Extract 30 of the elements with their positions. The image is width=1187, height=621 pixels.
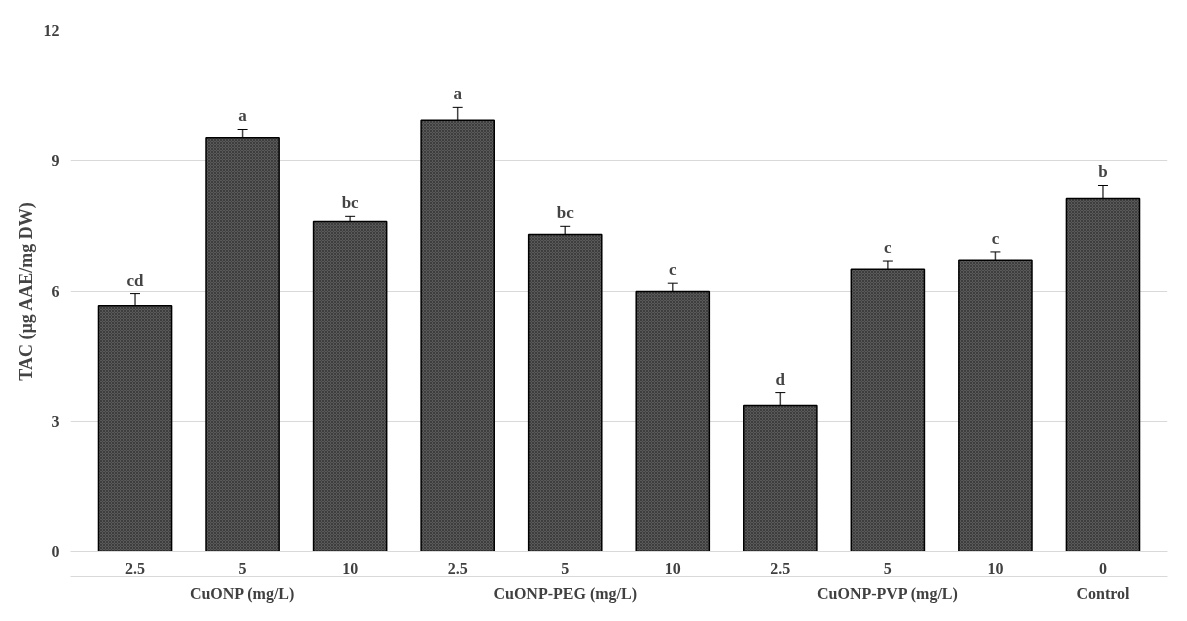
x-tick-label: 2.5 — [770, 559, 791, 577]
text: CuONP (mg/L) — [189, 584, 295, 603]
y-tick-label: 9 — [51, 152, 60, 170]
text: Control — [1076, 584, 1131, 602]
x-tick-label: 2.5 — [125, 559, 146, 577]
x-tick-label: 5 — [883, 559, 892, 577]
data-label: a — [453, 84, 463, 104]
y-tick-label: 3 — [51, 412, 60, 430]
data-label: a — [238, 106, 248, 126]
x-tick-label: 10 — [342, 559, 359, 577]
text: CuONP-PVP (mg/L) — [816, 584, 958, 603]
y-axis-title: TAC (µg AAE/mg DW) — [15, 202, 37, 381]
x-tick-label: 10 — [987, 559, 1004, 577]
x-tick-label: 5 — [238, 559, 247, 577]
x-tick-label: 0 — [1098, 559, 1107, 577]
y-tick-label: 12 — [43, 22, 60, 39]
x-tick-label: 10 — [664, 559, 681, 577]
data-label: c — [991, 228, 1000, 248]
y-tick-label: 0 — [51, 543, 60, 560]
data-label: b — [1098, 162, 1108, 182]
data-label: cd — [126, 270, 145, 290]
x-tick-label: 2.5 — [447, 559, 468, 577]
text: CuONP-PEG (mg/L) — [493, 584, 637, 603]
y-tick-label: 6 — [51, 282, 60, 300]
data-label: d — [775, 369, 786, 389]
data-label: c — [884, 238, 893, 258]
data-label: bc — [341, 193, 360, 213]
data-label: bc — [556, 203, 575, 223]
data-label: c — [669, 260, 677, 280]
x-tick-label: 5 — [561, 559, 570, 577]
